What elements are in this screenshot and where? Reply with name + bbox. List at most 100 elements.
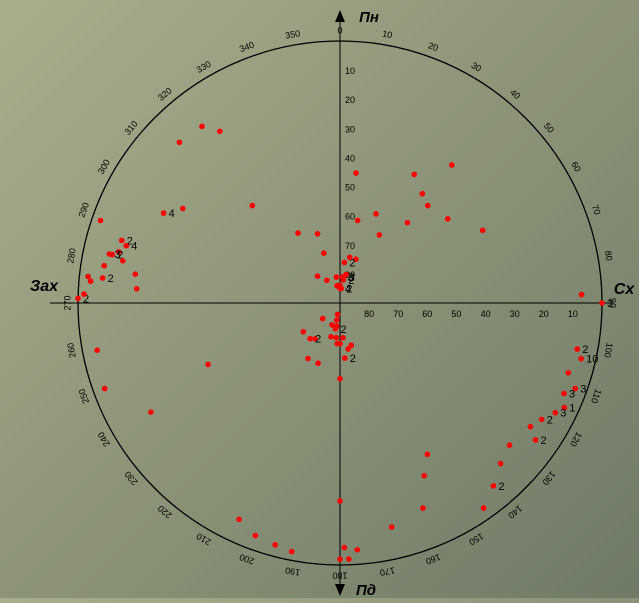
- data-point: [532, 437, 539, 443]
- point-count-label: 3: [607, 298, 613, 310]
- data-point: [217, 128, 223, 135]
- azimuth-tick-200: 200: [238, 552, 256, 567]
- point-count-label: 10: [586, 354, 598, 366]
- data-point: [132, 271, 139, 278]
- data-point: [333, 317, 340, 323]
- data-point: [340, 335, 346, 341]
- radial-tick-east-30: 30: [510, 309, 520, 319]
- data-point: [506, 442, 513, 449]
- data-point: [101, 385, 108, 392]
- data-point: [123, 242, 130, 249]
- radial-tick-east-10: 10: [568, 309, 578, 319]
- data-point: [249, 202, 256, 209]
- azimuth-tick-190: 190: [284, 565, 301, 577]
- azimuth-tick-110: 110: [589, 388, 603, 405]
- azimuth-tick-350: 350: [284, 28, 301, 40]
- data-point: [81, 291, 87, 297]
- azimuth-tick-130: 130: [540, 469, 557, 487]
- radial-tick-north-10: 10: [345, 66, 355, 76]
- point-count-label: 4: [169, 208, 175, 220]
- data-point: [334, 283, 340, 289]
- azimuth-tick-40: 40: [508, 87, 522, 101]
- data-point: [300, 328, 307, 335]
- azimuth-tick-340: 340: [238, 40, 256, 55]
- radial-tick-north-30: 30: [345, 124, 355, 134]
- data-point: [353, 170, 359, 176]
- radial-tick-north-80: 80: [345, 270, 355, 280]
- data-point: [345, 346, 351, 352]
- data-point: [538, 416, 545, 423]
- data-point: [118, 237, 125, 244]
- data-point: [205, 361, 211, 368]
- radial-tick-north-20: 20: [345, 95, 355, 105]
- east-label: Сх: [614, 281, 636, 298]
- azimuth-tick-240: 240: [96, 430, 112, 448]
- azimuth-tick-300: 300: [96, 158, 112, 176]
- radial-tick-north-70: 70: [345, 241, 355, 251]
- data-point: [388, 524, 395, 530]
- point-count-label: 1: [569, 403, 575, 415]
- point-count-label: 2: [315, 334, 321, 346]
- data-point: [353, 256, 359, 263]
- azimuth-tick-290: 290: [77, 201, 92, 219]
- data-point: [314, 231, 321, 237]
- azimuth-tick-250: 250: [77, 387, 92, 405]
- data-point: [319, 315, 326, 322]
- data-point: [578, 355, 584, 362]
- point-count-label: 3: [580, 384, 586, 396]
- data-point: [337, 498, 343, 504]
- point-count-label: 2: [349, 258, 355, 270]
- data-point: [354, 217, 361, 224]
- data-point: [420, 505, 426, 511]
- data-point: [272, 542, 279, 548]
- data-point: [334, 311, 341, 318]
- radial-tick-east-60: 60: [422, 309, 432, 319]
- radial-tick-east-50: 50: [451, 309, 461, 319]
- radial-tick-north-60: 60: [345, 212, 355, 222]
- data-point: [373, 211, 379, 217]
- point-count-label: 3: [347, 272, 353, 284]
- point-count-label: 3: [560, 408, 566, 420]
- data-point: [324, 277, 330, 284]
- data-point: [180, 205, 186, 212]
- data-point: [99, 275, 106, 281]
- data-point: [97, 217, 104, 224]
- data-point: [333, 334, 340, 341]
- data-point: [337, 375, 343, 382]
- data-point: [404, 219, 411, 226]
- azimuth-tick-80: 80: [603, 250, 615, 262]
- data-point: [333, 274, 340, 280]
- azimuth-tick-20: 20: [427, 40, 440, 53]
- data-point: [480, 505, 487, 511]
- data-point: [315, 360, 321, 367]
- data-point: [106, 251, 113, 257]
- data-point: [561, 404, 568, 411]
- data-point: [342, 355, 348, 361]
- data-point: [490, 483, 497, 489]
- azimuth-tick-320: 320: [156, 85, 174, 102]
- data-point: [307, 335, 313, 342]
- data-point: [148, 409, 154, 416]
- data-point: [101, 262, 107, 269]
- data-point: [176, 139, 183, 146]
- data-point: [572, 385, 579, 392]
- data-point: [321, 250, 327, 256]
- point-count-label: 2: [341, 324, 347, 336]
- data-point: [341, 544, 348, 551]
- west-label: Зах: [30, 278, 59, 295]
- north-label: Пн: [359, 9, 379, 26]
- data-point: [85, 273, 91, 280]
- radial-tick-east-80: 80: [364, 309, 374, 319]
- data-point: [424, 202, 431, 209]
- data-point: [527, 423, 534, 430]
- south-label: Пд: [356, 582, 376, 598]
- data-point: [346, 254, 353, 261]
- data-point: [305, 355, 311, 362]
- azimuth-tick-230: 230: [122, 469, 139, 487]
- data-point: [565, 370, 572, 376]
- azimuth-tick-260: 260: [65, 342, 77, 359]
- azimuth-tick-330: 330: [195, 59, 213, 75]
- data-point: [479, 227, 486, 234]
- data-point: [411, 171, 418, 178]
